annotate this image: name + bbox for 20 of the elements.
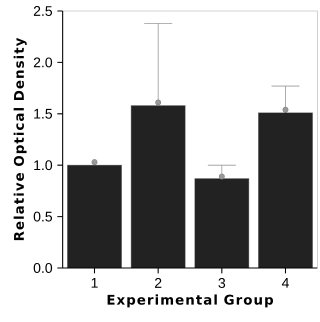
point <box>218 174 225 180</box>
x-tick-label: 3 <box>218 278 226 288</box>
bar <box>67 164 122 268</box>
x-tick-label: 2 <box>154 278 162 288</box>
y-tick-label: 1.0 <box>34 160 52 170</box>
x-axis-title: Experimental Group <box>108 294 274 308</box>
y-tick-label: 1.5 <box>34 108 52 119</box>
point <box>282 106 288 113</box>
x-tick-label: 1 <box>92 278 98 288</box>
y-axis-title: Relative Optical Density <box>14 38 27 240</box>
x-tick-label: 4 <box>282 278 289 288</box>
y-tick-label: 0.0 <box>34 263 52 273</box>
y-tick-label: 2.5 <box>34 6 52 16</box>
y-tick-label: 0.5 <box>34 212 52 222</box>
point <box>92 159 98 166</box>
y-tick-label: 2.0 <box>34 57 52 68</box>
bar <box>258 112 313 268</box>
bar <box>194 178 250 268</box>
bar <box>130 105 186 268</box>
point <box>155 100 162 106</box>
